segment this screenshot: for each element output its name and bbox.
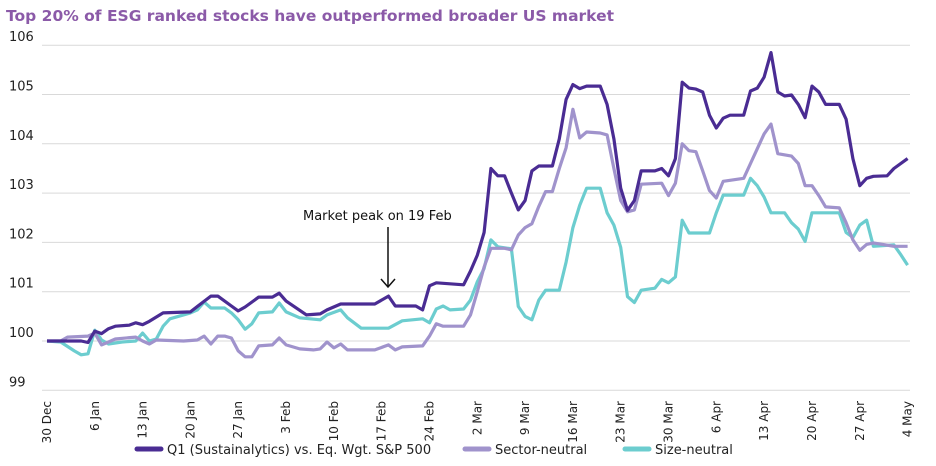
x-tick-label: 17 Feb: [375, 401, 389, 441]
x-tick-label: 13 Apr: [757, 401, 771, 441]
x-tick-label: 27 Jan: [231, 401, 245, 439]
x-tick-label: 6 Apr: [709, 401, 723, 433]
y-tick-label: 104: [9, 129, 34, 144]
legend: Q1 (Sustainalytics) vs. Eq. Wgt. S&P 500…: [134, 443, 733, 458]
y-tick-label: 102: [9, 227, 34, 242]
y-tick-label: 105: [9, 80, 34, 95]
series-line-sectorneutral: [47, 107, 908, 359]
annotation-arrow-head: [380, 278, 396, 289]
x-tick-label: 24 Feb: [422, 401, 436, 441]
chart-title: Top 20% of ESG ranked stocks have outper…: [6, 7, 615, 25]
x-tick-label: 20 Apr: [805, 401, 819, 441]
x-tick-label: 27 Apr: [853, 401, 867, 441]
y-tick-label: 100: [9, 326, 34, 341]
x-tick-label: 2 Mar: [470, 401, 484, 435]
legend-label: Sector-neutral: [495, 443, 587, 458]
x-tick-label: 16 Mar: [566, 401, 580, 443]
series-line-sizeneutral: [46, 176, 909, 357]
y-tick-label: 101: [9, 277, 34, 292]
x-tick-label: 9 Mar: [518, 401, 532, 435]
series-line-q1: [47, 51, 909, 345]
x-tick-label: 6 Jan: [88, 401, 102, 431]
y-tick-label: 106: [9, 30, 34, 45]
x-tick-label: 23 Mar: [614, 401, 628, 443]
legend-label: Q1 (Sustainalytics) vs. Eq. Wgt. S&P 500: [167, 443, 431, 458]
x-tick-label: 10 Feb: [327, 401, 341, 441]
x-tick-label: 30 Dec: [40, 401, 54, 443]
y-axis-ticks: 99 100 101 102 103 104 105 106: [9, 30, 34, 390]
annotation-text: Market peak on 19 Feb: [303, 209, 452, 224]
gridlines: [42, 44, 910, 391]
series-lines: [46, 51, 909, 359]
y-tick-label: 103: [9, 178, 34, 193]
annotation: Market peak on 19 Feb: [303, 209, 452, 289]
x-tick-label: 30 Mar: [662, 401, 676, 443]
legend-label: Size-neutral: [655, 443, 733, 458]
x-axis-ticks: 30 Dec 6 Jan 13 Jan 20 Jan 27 Jan 3 Feb 10 Feb…: [40, 401, 915, 443]
x-tick-label: 20 Jan: [183, 401, 197, 439]
x-tick-label: 3 Feb: [279, 401, 293, 434]
x-tick-label: 13 Jan: [136, 401, 150, 439]
y-tick-label: 99: [9, 375, 26, 390]
x-tick-label: 4 May: [901, 401, 915, 437]
